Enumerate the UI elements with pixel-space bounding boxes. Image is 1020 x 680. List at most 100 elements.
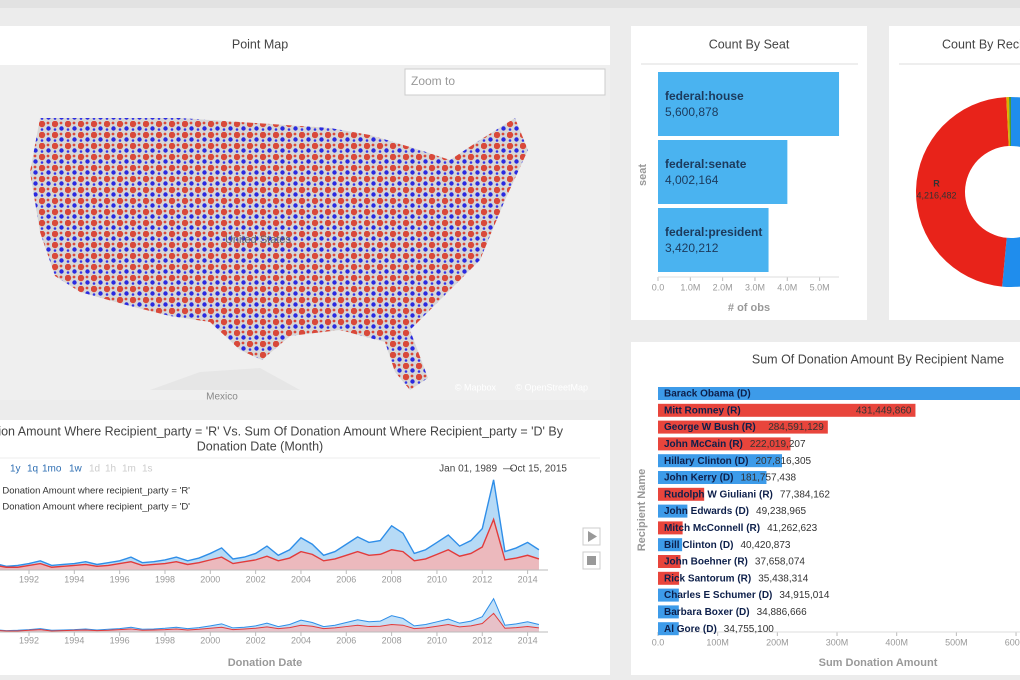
x-tick-label: 1992 bbox=[19, 635, 39, 645]
bar-value-label: 40,420,873 bbox=[740, 540, 790, 551]
bar bbox=[658, 454, 783, 468]
x-tick-label: 2000 bbox=[200, 635, 220, 645]
bar-value-label: 35,438,314 bbox=[758, 573, 808, 584]
attribution[interactable]: © OpenStreetMap bbox=[515, 382, 588, 392]
donut-slice bbox=[1006, 97, 1011, 147]
area-fill bbox=[0, 479, 539, 570]
bar bbox=[658, 521, 683, 535]
bar bbox=[658, 504, 688, 518]
bar-category: federal:president bbox=[665, 225, 762, 239]
x-tick-label: 0.0 bbox=[652, 282, 665, 292]
x-tick-label: 600M bbox=[1005, 637, 1020, 647]
bar bbox=[658, 538, 683, 552]
x-tick-label: 2012 bbox=[472, 574, 492, 584]
place-label: Mexico bbox=[206, 392, 238, 403]
bar-category: federal:house bbox=[665, 89, 744, 103]
x-axis-title: Sum Donation Amount bbox=[819, 657, 938, 669]
x-tick-label: 2008 bbox=[382, 574, 402, 584]
x-tick-label: 2010 bbox=[427, 574, 447, 584]
area-fill bbox=[0, 613, 539, 632]
bar-value-label: 284,591,129 bbox=[768, 422, 824, 433]
x-tick-label: 2010 bbox=[427, 635, 447, 645]
range-button[interactable]: 1h bbox=[105, 464, 116, 475]
bar bbox=[658, 622, 679, 636]
x-tick-label: 2000 bbox=[200, 574, 220, 584]
x-axis-title: # of obs bbox=[728, 302, 770, 314]
bar-category: John Kerry (D) bbox=[664, 473, 733, 484]
date-range-end[interactable]: Oct 15, 2015 bbox=[510, 464, 568, 475]
x-tick-label: 400M bbox=[885, 637, 908, 647]
donut-slice bbox=[1008, 97, 1011, 147]
bar bbox=[658, 140, 788, 204]
bar-category: John Edwards (D) bbox=[664, 506, 749, 517]
x-tick-label: 2002 bbox=[246, 574, 266, 584]
range-button[interactable]: 1q bbox=[27, 464, 38, 475]
zoom-placeholder: Zoom to bbox=[411, 74, 455, 88]
bar-value-label: 431,449,860 bbox=[856, 405, 912, 416]
y-axis-title: seat bbox=[637, 164, 649, 186]
x-tick-label: 100M bbox=[706, 637, 729, 647]
range-button[interactable]: 1d bbox=[89, 464, 100, 475]
range-button[interactable]: 1s bbox=[142, 464, 153, 475]
bar bbox=[658, 208, 769, 272]
range-button[interactable]: 1w bbox=[69, 464, 83, 475]
bar-value-label: 77,384,162 bbox=[780, 489, 830, 500]
bar-value-label: 37,658,074 bbox=[755, 557, 805, 568]
bar-value-label: 4,002,164 bbox=[665, 173, 719, 187]
x-tick-label: 300M bbox=[826, 637, 849, 647]
bar-value-label: 5,600,878 bbox=[665, 105, 719, 119]
seat-chart: 0.0 1.0M 2.0M 3.0M 4.0M 5.0M federal:house 5,60… bbox=[652, 72, 840, 292]
range-button[interactable]: 1y bbox=[10, 464, 21, 475]
donut-slice bbox=[1002, 97, 1020, 287]
date-range-separator: — bbox=[503, 464, 513, 475]
legend-label: Sum Donation Amount where recipient_part… bbox=[0, 502, 190, 513]
bar-value-label: 3,420,212 bbox=[665, 241, 719, 255]
x-tick-label: 2014 bbox=[518, 635, 538, 645]
bar-category: Barack Obama (D) bbox=[664, 389, 751, 400]
panel-title: Sum Of Donation Amount Where Recipient_p… bbox=[0, 424, 564, 438]
x-tick-label: 1996 bbox=[110, 635, 130, 645]
x-tick-label: 2006 bbox=[336, 574, 356, 584]
top-bar bbox=[0, 0, 1020, 8]
x-tick-label: 2012 bbox=[472, 635, 492, 645]
bar bbox=[658, 437, 791, 451]
bar-category: federal:senate bbox=[665, 157, 747, 171]
x-tick-label: 2008 bbox=[382, 635, 402, 645]
bar bbox=[658, 471, 767, 484]
area-fill bbox=[0, 519, 539, 570]
bar-category: George W Bush (R) bbox=[664, 422, 756, 433]
bar-category: Charles E Schumer (D) bbox=[664, 590, 772, 601]
x-tick-label: 1994 bbox=[64, 574, 84, 584]
x-tick-label: 3.0M bbox=[745, 282, 765, 292]
series-line bbox=[0, 517, 540, 568]
y-axis-title: Recipient Name bbox=[636, 469, 648, 552]
zoom-input[interactable] bbox=[404, 68, 606, 96]
x-tick-label: 5.0M bbox=[810, 282, 830, 292]
bar-value-label: 181,757,438 bbox=[740, 473, 796, 484]
x-tick-label: 4.0M bbox=[777, 282, 797, 292]
panel-title: Count By Seat bbox=[709, 37, 790, 51]
bar bbox=[658, 605, 679, 619]
x-tick-label: 0.0 bbox=[652, 637, 665, 647]
timeseries-clip: Sum Of Donation Amount Where Recipient_p… bbox=[0, 424, 600, 669]
panel-title: Count By Recipient Party bbox=[942, 37, 1020, 51]
mexico-land bbox=[150, 368, 300, 390]
slice-label: R bbox=[933, 179, 940, 189]
bar-category: Hillary Clinton (D) bbox=[664, 456, 748, 467]
panel-title: Donation Date (Month) bbox=[197, 439, 323, 453]
stop-icon bbox=[587, 556, 596, 565]
bar-value-label: 222,019,207 bbox=[750, 439, 806, 450]
x-tick-label: 1998 bbox=[155, 635, 175, 645]
range-button[interactable]: 1m bbox=[122, 464, 136, 475]
series-line bbox=[0, 479, 540, 568]
range-button[interactable]: 1mo bbox=[42, 464, 62, 475]
recipient-chart: 0.0 100M 200M 300M 400M 500M 600M Barack Obama … bbox=[652, 387, 1020, 647]
bar-category: Rick Santorum (R) bbox=[664, 573, 751, 584]
slice-value-label: 4,216,482 bbox=[916, 191, 956, 201]
party-chart: R 4,216,482 bbox=[916, 97, 1020, 287]
date-range-start[interactable]: Jan 01, 1989 bbox=[439, 464, 497, 475]
bar-category: Al Gore (D) bbox=[664, 624, 717, 635]
panel-title: Point Map bbox=[232, 37, 288, 51]
attribution[interactable]: © Mapbox bbox=[455, 382, 497, 392]
bar-category: John McCain (R) bbox=[664, 439, 743, 450]
